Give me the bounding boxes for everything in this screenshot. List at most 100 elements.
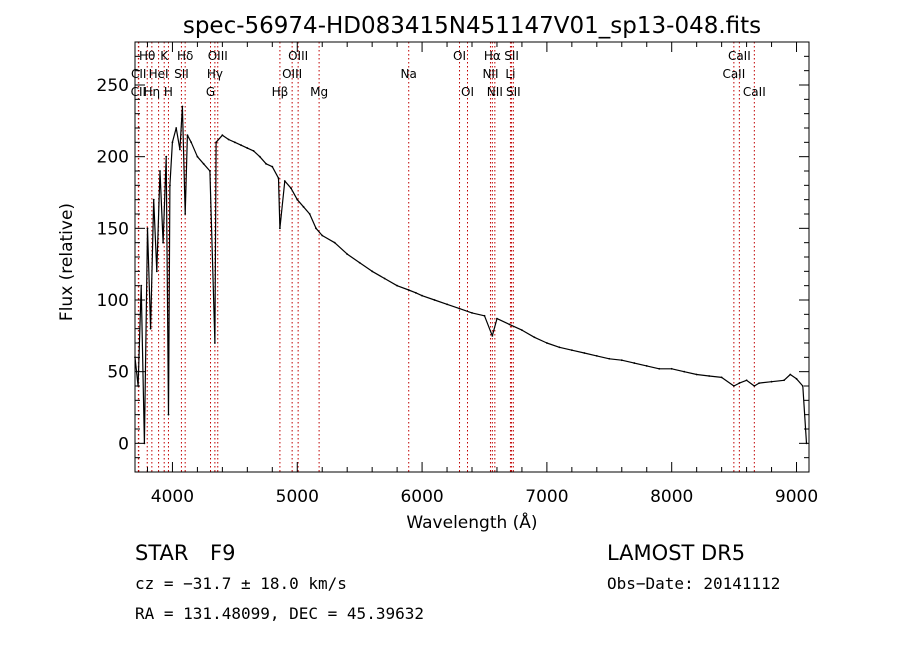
redshift-cz: cz = −31.7 ± 18.0 km/s <box>135 574 347 593</box>
marker-label-10: Hγ <box>207 67 223 81</box>
y-tick-label-5: 250 <box>97 76 129 96</box>
marker-label-17: OI <box>453 49 466 63</box>
spectral-line-markers <box>137 42 755 472</box>
spectrum-point-19 <box>190 141 193 144</box>
spectrum-point-28 <box>240 144 242 147</box>
spectrum-point-22 <box>208 170 211 172</box>
x-tick-label-5: 9000 <box>775 487 818 507</box>
x-axis-label: Wavelength (Å) <box>406 511 537 533</box>
spectrum-point-32 <box>265 162 267 165</box>
spectrum-point-39 <box>302 205 305 208</box>
marker-label-3: Hη <box>144 85 161 99</box>
marker-label-27: CaII <box>743 85 766 99</box>
spectrum-point-69 <box>633 362 636 364</box>
object-subclass: F9 <box>210 541 235 565</box>
spectrum-point-50 <box>414 291 417 294</box>
spectrum-point-27 <box>233 141 236 144</box>
spectrum-point-64 <box>570 349 573 352</box>
marker-label-25: CaII <box>722 67 745 81</box>
x-tick-label-3: 7000 <box>525 487 568 507</box>
marker-label-23: SII <box>504 49 519 63</box>
spectrum-point-46 <box>371 270 374 273</box>
marker-label-11: G <box>206 85 215 99</box>
spectrum-point-43 <box>333 241 336 244</box>
spectrum-point-30 <box>252 150 255 152</box>
marker-label-21: NII <box>487 85 503 99</box>
spectrum-point-13 <box>171 141 174 144</box>
spectrum-point-79 <box>745 379 748 382</box>
y-tick-label-4: 200 <box>97 148 129 168</box>
spectrum-point-76 <box>720 376 723 379</box>
y-tick-label-0: 0 <box>118 434 129 454</box>
marker-label-12: Hβ <box>272 85 289 99</box>
spectrum-point-26 <box>227 138 230 141</box>
marker-label-1: CII <box>131 67 146 81</box>
spectrum-point-62 <box>545 342 548 344</box>
spectrum-point-11 <box>167 413 170 416</box>
spectrum-point-17 <box>184 213 187 215</box>
spectrum-point-25 <box>221 134 224 137</box>
spectrum-point-70 <box>645 365 648 367</box>
marker-label-18: OI <box>461 85 474 99</box>
object-class: STAR <box>135 541 188 565</box>
marker-label-22: Li <box>505 67 515 81</box>
spectrum-point-18 <box>186 134 189 137</box>
spectrum-point-6 <box>152 198 155 201</box>
spectrum-point-51 <box>421 294 423 297</box>
chart-title: spec-56974-HD083415N451147V01_sp13-048.f… <box>183 13 761 39</box>
spectrum-point-40 <box>308 213 311 215</box>
spectrum-point-38 <box>296 198 299 201</box>
spectrum-point-42 <box>321 234 324 237</box>
marker-label-14: OIII <box>288 49 308 63</box>
x-axis-ticks: 4000 5000 6000 7000 8000 9000 <box>146 42 818 507</box>
spectrum-point-86 <box>801 385 804 387</box>
coordinates: RA = 131.48099, DEC = 45.39632 <box>135 604 424 623</box>
spectrum-point-66 <box>595 355 598 357</box>
spectrum-point-68 <box>620 359 623 362</box>
spectrum-point-65 <box>583 352 586 354</box>
spectrum-point-55 <box>471 312 473 314</box>
marker-label-13: OIII <box>282 67 302 81</box>
spectrum-point-85 <box>795 377 798 380</box>
marker-label-15: Mg <box>310 85 328 99</box>
spectrum-point-24 <box>215 141 218 144</box>
spectrum-point-8 <box>159 170 161 172</box>
spectrum-point-53 <box>446 303 448 306</box>
spectrum-point-48 <box>396 284 399 287</box>
marker-label-9: OIII <box>208 49 228 63</box>
survey-name: LAMOST DR5 <box>607 541 745 565</box>
spectrum-line <box>134 105 808 444</box>
y-tick-label-2: 100 <box>97 291 129 311</box>
marker-label-19: NII <box>482 67 498 81</box>
spectrum-point-9 <box>162 241 164 244</box>
spectrum-point-35 <box>279 227 281 230</box>
spectrum-point-36 <box>283 180 286 182</box>
spectrum-point-31 <box>258 155 261 158</box>
marker-label-16: Na <box>401 67 417 81</box>
x-tick-label-0: 4000 <box>151 487 194 507</box>
spectrum-point-73 <box>683 370 686 373</box>
spectrum-point-78 <box>738 382 741 385</box>
marker-label-4: HeI <box>149 67 169 81</box>
spectrum-point-59 <box>508 323 511 326</box>
spectrum-point-12 <box>169 184 171 187</box>
spectrum-point-16 <box>181 105 184 108</box>
observation-date: Obs−Date: 20141112 <box>607 574 780 593</box>
marker-label-8: Hδ <box>177 49 193 63</box>
spectrum-point-81 <box>758 382 760 385</box>
marker-label-26: CaII <box>728 49 751 63</box>
spectrum-point-20 <box>196 155 199 158</box>
y-axis-label: Flux (relative) <box>57 203 77 321</box>
spectrum-point-14 <box>175 127 178 129</box>
marker-label-24: SII <box>506 85 521 99</box>
spectrum-point-63 <box>558 346 561 349</box>
x-tick-label-1: 5000 <box>276 487 319 507</box>
x-tick-label-4: 8000 <box>650 487 693 507</box>
marker-label-2: Hθ <box>139 49 155 63</box>
spectrum-point-7 <box>155 270 158 273</box>
spectrum-point-80 <box>753 385 756 387</box>
spectrum-point-84 <box>789 373 792 376</box>
